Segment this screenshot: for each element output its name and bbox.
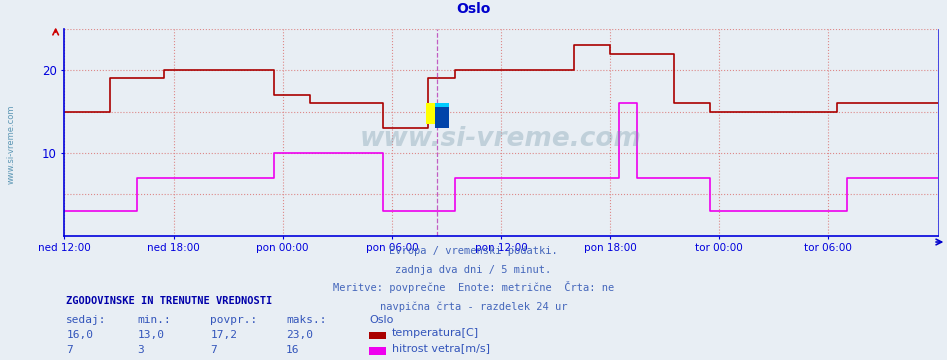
Text: 16,0: 16,0: [66, 330, 94, 340]
Text: navpična črta - razdelek 24 ur: navpična črta - razdelek 24 ur: [380, 301, 567, 312]
Text: 7: 7: [66, 345, 73, 355]
Text: 23,0: 23,0: [286, 330, 313, 340]
Text: sedaj:: sedaj:: [66, 315, 107, 325]
Text: 7: 7: [210, 345, 217, 355]
Text: temperatura[C]: temperatura[C]: [392, 328, 479, 338]
Bar: [435, 103, 449, 124]
Text: Evropa / vremenski podatki.: Evropa / vremenski podatki.: [389, 246, 558, 256]
Text: 13,0: 13,0: [137, 330, 165, 340]
Text: maks.:: maks.:: [286, 315, 327, 325]
Text: min.:: min.:: [137, 315, 171, 325]
Text: 3: 3: [137, 345, 144, 355]
Text: Oslo: Oslo: [369, 315, 394, 325]
Bar: [426, 103, 440, 124]
Text: www.si-vreme.com: www.si-vreme.com: [360, 126, 642, 152]
Text: Oslo: Oslo: [456, 1, 491, 15]
Text: 16: 16: [286, 345, 299, 355]
Text: zadnja dva dni / 5 minut.: zadnja dva dni / 5 minut.: [396, 265, 551, 275]
Text: hitrost vetra[m/s]: hitrost vetra[m/s]: [392, 343, 490, 354]
Text: Meritve: povprečne  Enote: metrične  Črta: ne: Meritve: povprečne Enote: metrične Črta:…: [333, 281, 614, 293]
Text: 17,2: 17,2: [210, 330, 238, 340]
Bar: [435, 108, 449, 128]
Text: povpr.:: povpr.:: [210, 315, 258, 325]
Text: ZGODOVINSKE IN TRENUTNE VREDNOSTI: ZGODOVINSKE IN TRENUTNE VREDNOSTI: [66, 296, 273, 306]
Text: www.si-vreme.com: www.si-vreme.com: [7, 104, 16, 184]
